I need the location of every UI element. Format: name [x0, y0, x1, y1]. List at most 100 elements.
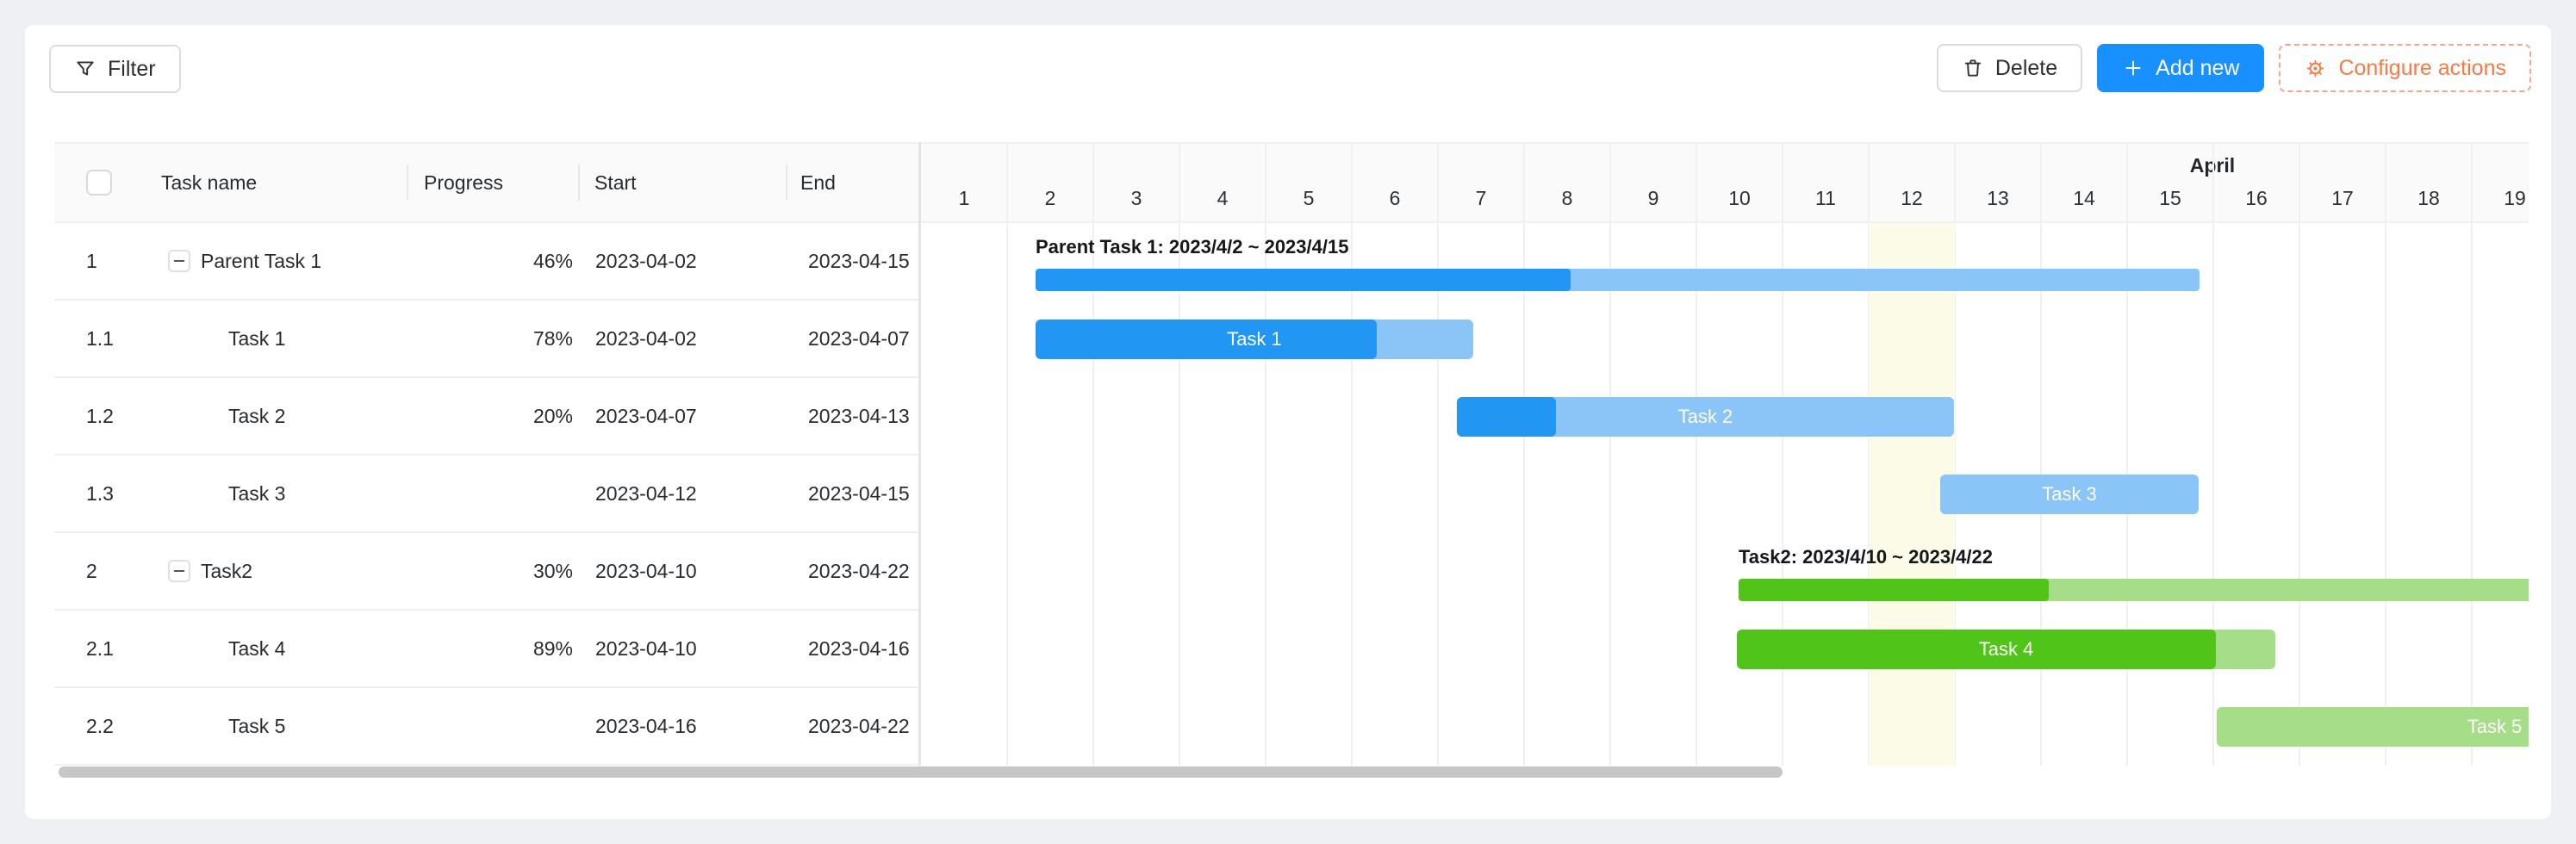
task-bar-progress-fill	[1739, 579, 2049, 601]
gantt-chart: April12345678910111213141516171819Parent…	[921, 142, 2529, 766]
collapse-toggle-icon[interactable]	[168, 250, 190, 272]
day-label: 4	[1216, 187, 1229, 209]
progress-cell: 30%	[532, 559, 573, 582]
row-index: 1.1	[86, 326, 114, 350]
row-index: 2.2	[86, 714, 114, 737]
header-cell-select	[54, 144, 159, 221]
table-row[interactable]: 1.1 Task 1 78% 2023-04-02 2023-04-07	[54, 301, 920, 378]
table-row[interactable]: 1.3 Task 3 2023-04-12 2023-04-15	[54, 456, 920, 533]
task-bar[interactable]	[1739, 579, 2529, 601]
task-bar-label: Task 4	[1978, 638, 2034, 660]
day-gridline	[1954, 142, 1956, 766]
task-bar-progress-fill	[1036, 320, 1377, 359]
day-label: 16	[2245, 187, 2268, 209]
task-bar-tooltip-label: Parent Task 1: 2023/4/2 ~ 2023/4/15	[1036, 236, 1349, 258]
table-row[interactable]: 2 Task2 30% 2023-04-10 2023-04-22	[54, 533, 920, 611]
plus-icon	[2122, 57, 2144, 79]
task-name-cell: Task 3	[159, 482, 407, 506]
task-name-cell: Parent Task 1	[159, 250, 407, 273]
row-index: 1.3	[86, 481, 114, 505]
trash-icon	[1962, 57, 1984, 79]
day-label: 10	[1728, 187, 1751, 209]
end-date-cell: 2023-04-15	[808, 249, 910, 272]
task-bar[interactable]: Task 4	[1737, 630, 2275, 669]
configure-actions-button[interactable]: Configure actions	[2279, 44, 2531, 92]
start-date-cell: 2023-04-07	[595, 404, 697, 427]
day-gridline	[1696, 142, 1697, 766]
task-name-cell: Task 1	[159, 327, 407, 351]
day-gridline	[1351, 142, 1353, 766]
filter-button[interactable]: Filter	[49, 45, 181, 93]
table-row[interactable]: 2.1 Task 4 89% 2023-04-10 2023-04-16	[54, 611, 920, 688]
day-label: 6	[1389, 187, 1401, 209]
filter-button-label: Filter	[108, 56, 156, 81]
day-label: 9	[1647, 187, 1659, 209]
day-gridline	[2126, 142, 2128, 766]
day-label: 18	[2417, 187, 2440, 209]
day-gridline	[1006, 142, 1008, 766]
day-label: 19	[2504, 187, 2526, 209]
horizontal-scrollbar-thumb[interactable]	[59, 766, 1783, 778]
task-bar-progress-fill	[1737, 630, 2216, 669]
task-bar-label: Task 2	[1677, 406, 1733, 427]
header-cell-start: Start	[578, 144, 786, 221]
header-cell-progress: Progress	[407, 144, 578, 221]
collapse-toggle-icon[interactable]	[168, 560, 190, 582]
day-label: 1	[958, 187, 970, 209]
progress-cell: 20%	[532, 404, 573, 427]
day-label: 14	[2073, 187, 2095, 209]
progress-cell: 46%	[532, 249, 573, 272]
day-gridline	[1179, 142, 1180, 766]
select-all-checkbox[interactable]	[86, 170, 112, 195]
task-bar[interactable]: Task 5	[2217, 707, 2529, 747]
table-header-row: Task name Progress Start End	[54, 142, 920, 223]
day-label: 15	[2159, 187, 2181, 209]
filter-funnel-icon	[74, 58, 96, 80]
task-table: Task name Progress Start End 1 Parent Task 1 4…	[54, 142, 920, 766]
start-date-cell: 2023-04-02	[595, 326, 697, 350]
end-date-cell: 2023-04-15	[808, 481, 910, 505]
gear-icon	[2304, 57, 2327, 80]
task-bar-label: Task 1	[1227, 328, 1282, 350]
day-gridline	[1782, 142, 1783, 766]
task-bar[interactable]	[1036, 269, 2200, 291]
day-gridline	[2299, 142, 2300, 766]
configure-actions-button-label: Configure actions	[2338, 55, 2506, 80]
day-gridline	[2471, 142, 2473, 766]
delete-button-label: Delete	[1994, 55, 2058, 80]
task-bar-label: Task 3	[2042, 483, 2097, 505]
gantt-app-card: Filter Delete Add new	[25, 25, 2551, 819]
task-name-cell: Task 2	[159, 405, 407, 428]
day-gridline	[1092, 142, 1094, 766]
row-index: 1.2	[86, 404, 114, 427]
progress-cell: 78%	[532, 326, 573, 350]
timeline-header	[921, 142, 2529, 223]
start-date-cell: 2023-04-10	[595, 559, 697, 582]
table-row[interactable]: 2.2 Task 5 2023-04-16 2023-04-22	[54, 688, 920, 766]
day-gridline	[2212, 142, 2214, 766]
day-label: 2	[1044, 187, 1056, 209]
task-bar[interactable]: Task 3	[1940, 475, 2199, 514]
task-bar[interactable]: Task 1	[1036, 320, 1473, 359]
day-gridline	[1523, 142, 1525, 766]
end-date-cell: 2023-04-22	[808, 714, 910, 737]
task-name-label: Task 5	[228, 714, 286, 737]
task-name-cell: Task 4	[159, 637, 407, 661]
task-name-label: Task 1	[228, 326, 286, 350]
table-chart-divider[interactable]	[918, 142, 921, 766]
task-name-cell: Task 5	[159, 715, 407, 738]
table-row[interactable]: 1.2 Task 2 20% 2023-04-07 2023-04-13	[54, 378, 920, 456]
start-date-cell: 2023-04-12	[595, 481, 697, 505]
end-date-cell: 2023-04-07	[808, 326, 910, 350]
add-new-button[interactable]: Add new	[2097, 44, 2265, 92]
task-bar[interactable]: Task 2	[1457, 397, 1954, 437]
delete-button[interactable]: Delete	[1936, 44, 2083, 92]
table-row[interactable]: 1 Parent Task 1 46% 2023-04-02 2023-04-15	[54, 223, 920, 301]
end-date-cell: 2023-04-13	[808, 404, 910, 427]
day-gridline	[2385, 142, 2386, 766]
progress-cell: 89%	[532, 636, 573, 660]
task-name-label: Task 4	[228, 636, 286, 660]
day-label: 3	[1130, 187, 1142, 209]
header-cell-task-name: Task name	[161, 171, 258, 194]
task-name-label: Task 2	[228, 404, 286, 427]
